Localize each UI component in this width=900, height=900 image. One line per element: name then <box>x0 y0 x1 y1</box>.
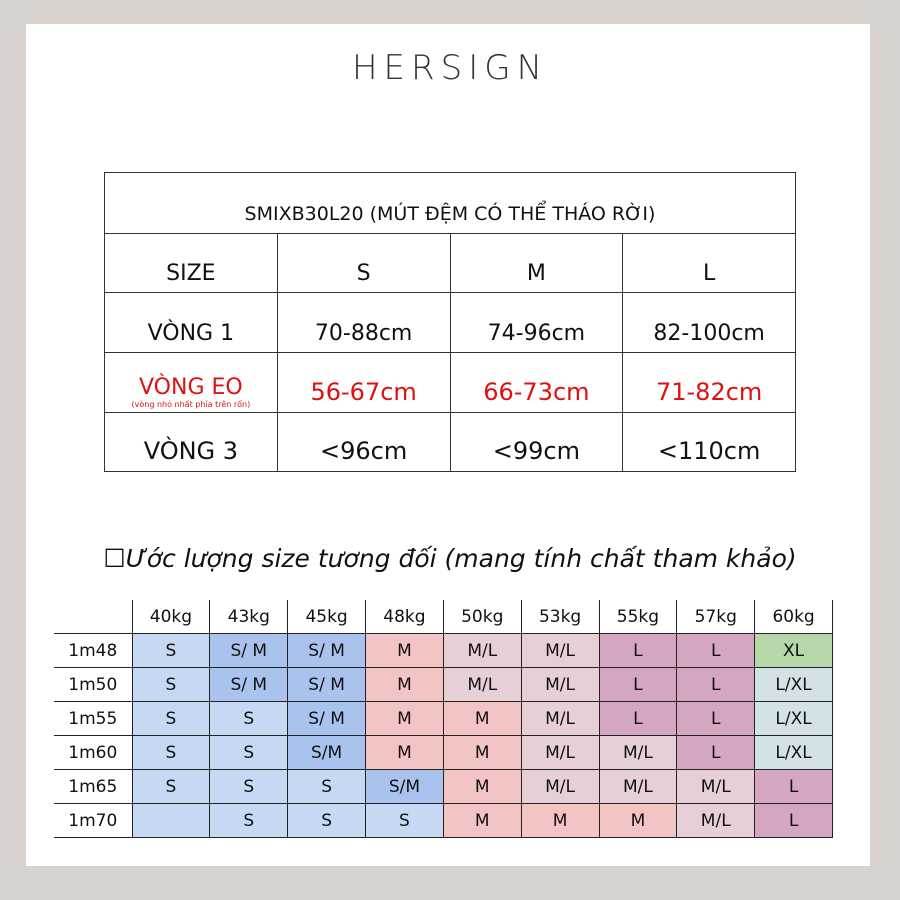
vong-eo-label: VÒNG EO <box>139 375 243 400</box>
grid-cell: S <box>132 769 211 804</box>
grid-cell: M/L <box>443 667 522 702</box>
grid-corner <box>54 600 133 634</box>
grid-cell: M <box>443 803 522 838</box>
grid-cell: L <box>754 769 833 804</box>
vong-eo-m: 66-73cm <box>449 352 624 413</box>
grid-cell: L <box>754 803 833 838</box>
weight-header: 43kg <box>209 600 289 634</box>
grid-cell: M/L <box>599 735 678 770</box>
estimate-title: ☐Ước lượng size tương đối (mang tính chấ… <box>0 544 900 573</box>
grid-cell: S/ M <box>287 633 367 668</box>
grid-cell: S <box>287 769 367 804</box>
grid-cell: L <box>676 735 756 770</box>
grid-cell: M <box>443 735 522 770</box>
grid-cell: S <box>209 803 289 838</box>
vong-eo-s: 56-67cm <box>276 352 451 413</box>
grid-cell: S <box>287 803 367 838</box>
brand-logo: HERSIGN <box>351 48 549 88</box>
vong-eo-l: 71-82cm <box>622 352 796 413</box>
vong1-l: 82-100cm <box>622 292 796 353</box>
grid-cell: M/L <box>676 769 756 804</box>
grid-cell: L/XL <box>754 701 833 736</box>
weight-header: 55kg <box>599 600 678 634</box>
row-label-vong-eo: VÒNG EO (vòng nhỏ nhất phía trên rốn) <box>104 352 278 413</box>
grid-cell: M/L <box>521 633 600 668</box>
grid-cell: S/M <box>365 769 444 804</box>
grid-cell: S <box>209 735 289 770</box>
grid-cell: M/L <box>521 769 600 804</box>
grid-cell: M/L <box>676 803 756 838</box>
weight-header: 40kg <box>132 600 211 634</box>
grid-cell: M <box>521 803 600 838</box>
grid-cell: M/L <box>521 701 600 736</box>
grid-cell: S <box>209 701 289 736</box>
vong-eo-note: (vòng nhỏ nhất phía trên rốn) <box>131 400 251 409</box>
grid-cell: L <box>599 633 678 668</box>
height-label: 1m55 <box>54 701 133 736</box>
grid-cell: S/ M <box>209 667 289 702</box>
grid-cell: M <box>443 769 522 804</box>
size-estimate-grid: 40kg 43kg 45kg 48kg 50kg 53kg 55kg 57kg … <box>54 600 833 838</box>
checkbox-glyph: ☐ <box>103 544 126 573</box>
estimate-title-text: Ước lượng size tương đối (mang tính chất… <box>125 544 797 573</box>
size-header-s: S <box>276 233 451 293</box>
grid-cell: S <box>132 735 211 770</box>
weight-header: 60kg <box>754 600 833 634</box>
grid-cell: S/ M <box>287 667 367 702</box>
grid-cell: S <box>132 701 211 736</box>
grid-cell: S <box>132 667 211 702</box>
size-table: SMIXB30L20 (MÚT ĐỆM CÓ THỂ THÁO RỜI) SIZ… <box>104 172 796 472</box>
grid-cell: S/ M <box>287 701 367 736</box>
grid-cell: M/L <box>599 769 678 804</box>
height-label: 1m70 <box>54 803 133 838</box>
grid-cell: M <box>365 701 444 736</box>
size-header-l: L <box>622 233 796 293</box>
size-header-m: M <box>449 233 624 293</box>
grid-cell: S/M <box>287 735 367 770</box>
vong3-s: <96cm <box>276 412 451 472</box>
grid-cell: M/L <box>443 633 522 668</box>
weight-header: 48kg <box>365 600 444 634</box>
vong1-m: 74-96cm <box>449 292 624 353</box>
grid-cell: S <box>365 803 444 838</box>
size-header-label: SIZE <box>104 233 278 293</box>
grid-cell: M <box>599 803 678 838</box>
grid-cell: L <box>676 633 756 668</box>
grid-cell: M <box>365 633 444 668</box>
grid-cell: L <box>599 701 678 736</box>
grid-cell: L <box>676 701 756 736</box>
weight-header: 45kg <box>287 600 367 634</box>
grid-cell: M <box>365 735 444 770</box>
grid-cell: L/XL <box>754 667 833 702</box>
size-table-title: SMIXB30L20 (MÚT ĐỆM CÓ THỂ THÁO RỜI) <box>104 172 796 234</box>
grid-cell: XL <box>754 633 833 668</box>
height-label: 1m60 <box>54 735 133 770</box>
height-label: 1m65 <box>54 769 133 804</box>
grid-cell: L/XL <box>754 735 833 770</box>
weight-header: 57kg <box>676 600 756 634</box>
row-label-vong3: VÒNG 3 <box>104 412 278 472</box>
height-label: 1m48 <box>54 633 133 668</box>
vong3-l: <110cm <box>622 412 796 472</box>
vong1-s: 70-88cm <box>276 292 451 353</box>
weight-header: 50kg <box>443 600 522 634</box>
grid-cell: M/L <box>521 735 600 770</box>
grid-cell: L <box>599 667 678 702</box>
weight-header: 53kg <box>521 600 600 634</box>
vong3-m: <99cm <box>449 412 624 472</box>
grid-cell: S <box>132 633 211 668</box>
grid-cell: M <box>365 667 444 702</box>
grid-cell <box>132 803 211 838</box>
grid-cell: S <box>209 769 289 804</box>
row-label-vong1: VÒNG 1 <box>104 292 278 353</box>
grid-cell: L <box>676 667 756 702</box>
grid-cell: M/L <box>521 667 600 702</box>
height-label: 1m50 <box>54 667 133 702</box>
grid-cell: M <box>443 701 522 736</box>
grid-cell: S/ M <box>209 633 289 668</box>
